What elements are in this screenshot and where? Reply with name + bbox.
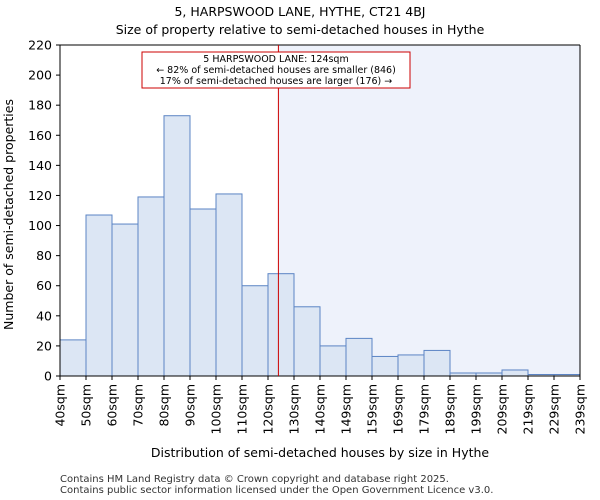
y-tick-label: 40 [36,308,52,323]
bar-140sqm [319,345,347,377]
bar-100sqm [215,193,243,377]
bar-70sqm [137,196,165,377]
x-tick-label: 179sqm [417,384,432,434]
footer-line-1: Contains HM Land Registry data © Crown c… [60,474,449,485]
bar-50sqm [85,214,113,377]
x-tick-label: 209sqm [495,384,510,434]
bar-179sqm [423,349,451,377]
y-tick-label: 140 [28,158,52,173]
chart-subtitle: Size of property relative to semi-detach… [115,22,485,37]
x-tick-label: 60sqm [105,384,120,427]
y-tick-label: 220 [28,38,52,53]
x-tick-label: 90sqm [183,384,198,427]
y-tick-label: 20 [36,338,52,353]
x-tick-label: 80sqm [157,384,172,427]
x-tick-label: 169sqm [391,384,406,434]
bar-130sqm [293,306,321,377]
bar-90sqm [189,208,217,377]
bar-120sqm [267,273,295,377]
y-tick-label: 100 [28,218,52,233]
x-tick-label: 149sqm [339,384,354,434]
annotation-line-3: 17% of semi-detached houses are larger (… [160,76,393,87]
x-tick-label: 189sqm [443,384,458,434]
footer-line-2: Contains public sector information licen… [60,485,494,496]
chart-title: 5, HARPSWOOD LANE, HYTHE, CT21 4BJ [174,4,426,19]
y-tick-label: 120 [28,188,52,203]
annotation-line-1: 5 HARPSWOOD LANE: 124sqm [203,54,348,65]
bar-60sqm [111,223,139,377]
y-tick-label: 60 [36,278,52,293]
bar-209sqm [501,369,529,377]
bar-80sqm [163,115,191,377]
x-tick-label: 199sqm [469,384,484,434]
x-tick-label: 229sqm [547,384,562,434]
x-tick-label: 239sqm [573,384,588,434]
y-tick-label: 200 [28,68,52,83]
x-tick-label: 159sqm [365,384,380,434]
annotation-line-2: ← 82% of semi-detached houses are smalle… [156,65,396,76]
bar-169sqm [397,354,425,377]
x-tick-label: 110sqm [235,384,250,434]
bar-159sqm [371,355,399,377]
bar-149sqm [345,337,373,377]
y-axis-label: Number of semi-detached properties [1,99,16,330]
y-tick-label: 180 [28,98,52,113]
y-tick-label: 160 [28,128,52,143]
x-tick-label: 120sqm [261,384,276,434]
annotation-box [141,51,411,89]
bar-110sqm [241,285,269,377]
x-tick-label: 130sqm [287,384,302,434]
x-tick-label: 40sqm [53,384,68,427]
larger-region-shade [278,45,580,376]
y-tick-label: 80 [36,248,52,263]
bar-40sqm [59,339,87,377]
x-tick-label: 140sqm [313,384,328,434]
x-tick-label: 219sqm [521,384,536,434]
x-tick-label: 70sqm [131,384,146,427]
x-tick-label: 100sqm [209,384,224,434]
y-tick-label: 0 [44,369,52,384]
x-tick-label: 50sqm [79,384,94,427]
x-axis-label: Distribution of semi-detached houses by … [151,445,490,460]
